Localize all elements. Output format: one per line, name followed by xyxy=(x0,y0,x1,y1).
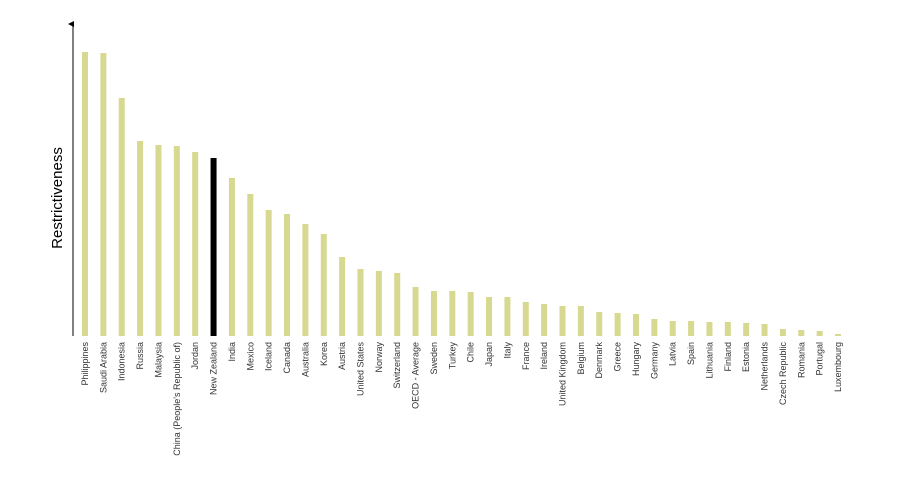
x-tick-label: Canada xyxy=(282,342,292,374)
x-tick-label: Netherlands xyxy=(760,342,770,391)
bar xyxy=(82,52,88,336)
x-tick-label: Czech Republic xyxy=(778,342,788,406)
bar xyxy=(541,304,548,336)
x-tick-label: Greece xyxy=(613,342,623,372)
x-tick-label: Philippines xyxy=(80,342,90,386)
bar xyxy=(137,141,144,336)
x-tick-label: India xyxy=(227,342,237,362)
x-tick-label: United States xyxy=(355,342,365,397)
x-tick-label: Romania xyxy=(796,342,806,378)
bar xyxy=(375,271,382,336)
x-tick-label: Saudi Arabia xyxy=(98,342,108,393)
x-tick-label: United Kingdom xyxy=(558,342,568,406)
bar xyxy=(265,210,272,336)
bar xyxy=(155,145,162,336)
x-tick-label: Turkey xyxy=(447,342,457,370)
bar xyxy=(320,234,327,336)
bar xyxy=(577,306,584,336)
bar xyxy=(210,158,217,336)
bar xyxy=(761,324,768,336)
x-tick-label: Estonia xyxy=(741,342,751,372)
bar xyxy=(743,323,750,336)
x-tick-label: Indonesia xyxy=(117,342,127,381)
x-tick-label: China (People's Republic of) xyxy=(172,342,182,456)
bar xyxy=(798,330,805,336)
x-tick-label: Japan xyxy=(484,342,494,367)
x-tick-label: Jordan xyxy=(190,342,200,370)
bar xyxy=(302,224,309,336)
x-tick-label: Spain xyxy=(686,342,696,365)
x-tick-label: New Zealand xyxy=(209,342,219,395)
bar xyxy=(284,214,291,336)
x-tick-label: Denmark xyxy=(594,342,604,379)
bar xyxy=(486,297,493,336)
x-tick-label: Korea xyxy=(319,342,329,366)
bar xyxy=(430,291,437,336)
x-tick-label: Norway xyxy=(374,342,384,373)
bar xyxy=(706,322,713,336)
bar xyxy=(724,322,731,336)
bar xyxy=(449,291,456,336)
y-axis-label: Restrictiveness xyxy=(49,147,66,249)
bar xyxy=(522,302,529,336)
x-tick-label: Hungary xyxy=(631,342,641,377)
x-tick-label: Malaysia xyxy=(153,342,163,378)
x-tick-label: Austria xyxy=(337,342,347,370)
bar xyxy=(559,306,566,336)
x-tick-label: Sweden xyxy=(429,342,439,375)
bar xyxy=(228,178,235,336)
x-tick-label: OECD - Average xyxy=(411,342,421,409)
bar xyxy=(651,319,658,336)
bar xyxy=(614,313,621,336)
bar xyxy=(669,321,676,336)
bar xyxy=(816,331,823,336)
x-tick-label: Lithuania xyxy=(704,342,714,379)
x-tick-label: Portugal xyxy=(815,342,825,376)
x-tick-label: Finland xyxy=(723,342,733,372)
bar xyxy=(467,292,474,336)
x-tick-label: Ireland xyxy=(539,342,549,370)
x-tick-label: Russia xyxy=(135,342,145,370)
x-tick-label: Latvia xyxy=(668,342,678,366)
bar xyxy=(632,314,639,336)
bar xyxy=(835,334,841,336)
x-tick-label: Luxembourg xyxy=(833,342,843,392)
bar xyxy=(100,53,107,336)
bar xyxy=(779,329,786,336)
bar xyxy=(118,98,125,336)
x-tick-label: Switzerland xyxy=(392,342,402,389)
x-tick-label: Belgium xyxy=(576,342,586,375)
bar xyxy=(596,312,603,336)
x-tick-label: Australia xyxy=(300,342,310,377)
x-tick-label: Chile xyxy=(466,342,476,363)
bar xyxy=(339,257,346,336)
bar xyxy=(688,321,695,336)
x-tick-label: France xyxy=(521,342,531,370)
x-tick-label: Germany xyxy=(649,342,659,380)
x-tick-label: Italy xyxy=(502,342,512,359)
bar xyxy=(192,152,199,336)
bar xyxy=(504,297,511,336)
bar xyxy=(247,194,254,336)
x-tick-label: Iceland xyxy=(264,342,274,371)
bar xyxy=(394,273,401,336)
bar xyxy=(412,287,419,336)
x-tick-label: Mexico xyxy=(245,342,255,371)
bar xyxy=(357,269,364,336)
bar xyxy=(173,146,180,336)
